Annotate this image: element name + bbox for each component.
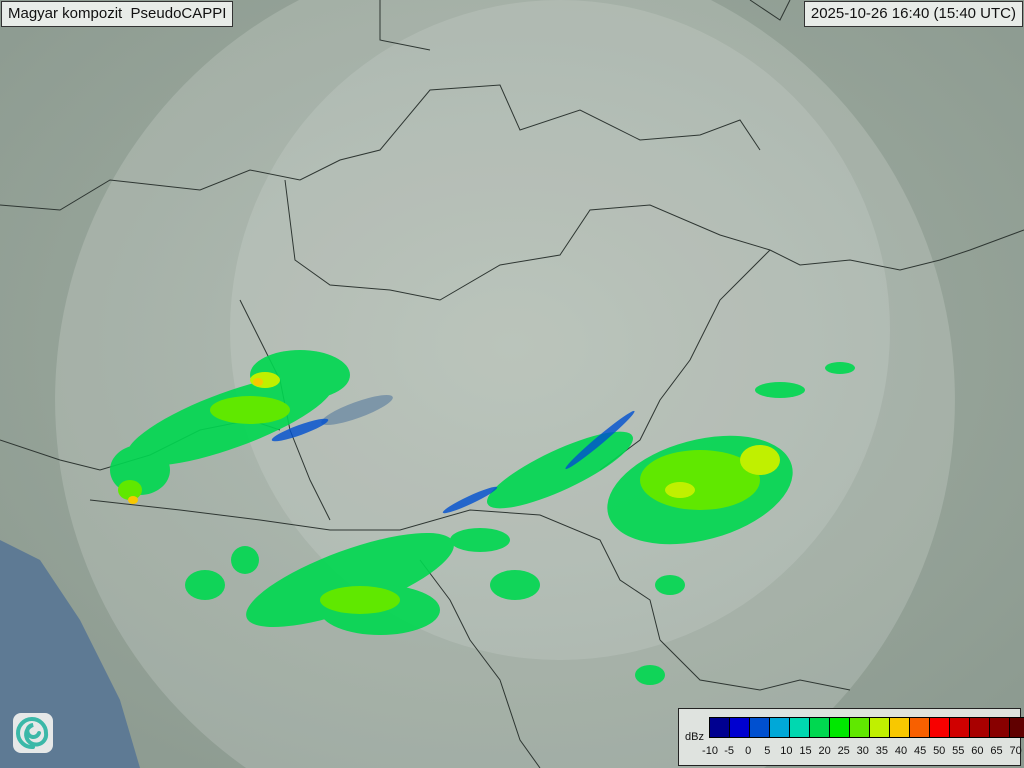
adriatic-sea — [0, 540, 140, 768]
legend-color-swatch — [790, 718, 810, 737]
product-title: Magyar kompozit PseudoCAPPI — [1, 1, 234, 27]
legend-tick-label: 15 — [799, 745, 812, 757]
legend-color-bar — [709, 717, 1024, 738]
legend-color-swatch — [810, 718, 830, 737]
legend-tick-label: 70 — [1009, 745, 1022, 757]
dbz-legend: dBz -10 -5 0 5 10 15 20 25 30 35 40 45 50 55 60 65 70 — [678, 708, 1024, 766]
legend-tick-label: 45 — [913, 745, 927, 757]
legend-tick-label: 0 — [745, 745, 752, 757]
legend-color-swatch — [910, 718, 930, 737]
legend-tick-label: 5 — [764, 745, 771, 757]
legend-tick-label: 40 — [894, 745, 908, 757]
legend-tick-label: -5 — [724, 745, 734, 757]
radar-coverage-outer — [55, 0, 955, 768]
legend-tick-label: 60 — [971, 745, 984, 757]
legend-tick-label: 30 — [856, 745, 869, 757]
lake-balaton — [321, 394, 393, 426]
legend-color-swatch — [930, 718, 950, 737]
legend-color-swatch — [890, 718, 910, 737]
legend-tick-label: 50 — [933, 745, 946, 757]
legend-color-swatch — [870, 718, 890, 737]
timestamp: 2025-10-26 16:40 (15:40 UTC) — [803, 1, 1023, 27]
legend-tick-label: 55 — [952, 745, 965, 757]
legend-color-swatch — [950, 718, 970, 737]
legend-color-swatch — [750, 718, 770, 737]
legend-color-swatch — [990, 718, 1010, 737]
legend-color-swatch — [1010, 718, 1024, 737]
legend-color-swatch — [970, 718, 990, 737]
radar-echoes — [110, 350, 855, 685]
legend-tick-label: -10 — [702, 745, 718, 757]
legend-tick-label: 20 — [818, 745, 831, 757]
legend-color-swatch — [710, 718, 730, 737]
logo-graphic — [16, 717, 49, 750]
legend-color-swatch — [770, 718, 790, 737]
legend-unit: dBz — [685, 731, 704, 743]
legend-tick-label: 10 — [780, 745, 793, 757]
legend-ticks: -10 -5 0 5 10 15 20 25 30 35 40 45 50 55 60 65 70 — [702, 745, 1022, 759]
legend-tick-label: 35 — [875, 745, 889, 757]
legend-color-swatch — [730, 718, 750, 737]
legend-tick-label: 25 — [837, 745, 850, 757]
legend-color-swatch — [850, 718, 870, 737]
swirl-logo-icon — [13, 713, 53, 753]
legend-tick-label: 65 — [990, 745, 1003, 757]
legend-color-swatch — [830, 718, 850, 737]
